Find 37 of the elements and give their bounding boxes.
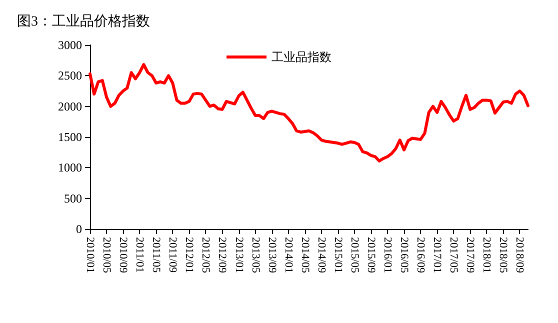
x-tick-label: 2018/01: [480, 237, 493, 274]
x-tick-label: 2013/01: [232, 237, 245, 274]
x-tick-label: 2011/05: [150, 237, 162, 274]
x-tick-label: 2011/09: [166, 237, 179, 274]
x-tick-label: 2010/05: [100, 237, 113, 274]
x-tick-label: 2014/05: [298, 237, 311, 274]
x-tick-label: 2012/01: [183, 237, 196, 274]
x-tick-label: 2012/05: [200, 237, 212, 274]
chart-title: 图3：工业品价格指数: [17, 14, 150, 30]
x-tick-label: 2015/05: [348, 237, 360, 274]
x-tick-label: 2013/05: [249, 237, 262, 274]
x-tick-label: 2012/09: [216, 237, 228, 274]
y-tick-label: 0: [76, 222, 82, 236]
x-tick-label: 2017/05: [448, 237, 460, 274]
x-tick-label: 2017/01: [431, 237, 444, 274]
y-tick-label: 1500: [58, 130, 82, 144]
y-tick-label: 3000: [58, 38, 82, 52]
x-tick-label: 2016/05: [398, 237, 410, 274]
y-tick-label: 500: [64, 191, 82, 206]
x-tick-label: 2014/01: [282, 237, 294, 274]
x-tick-label: 2016/09: [414, 237, 427, 274]
x-tick-label: 2010/09: [117, 237, 130, 274]
line-series: [88, 63, 530, 162]
x-tick-label: 2017/09: [464, 237, 476, 274]
y-tick-label: 2500: [58, 68, 82, 83]
x-tick-label: 2013/09: [266, 237, 278, 274]
x-tick-label: 2015/09: [364, 237, 377, 274]
x-tick-label: 2011/01: [134, 237, 146, 273]
x-tick-label: 2018/09: [514, 237, 526, 274]
x-tick-label: 2015/01: [332, 237, 344, 274]
y-tick-label: 2000: [58, 99, 82, 114]
legend-label: 工业品指数: [272, 50, 332, 64]
x-tick-label: 2016/01: [382, 237, 394, 274]
x-tick-label: 2014/09: [315, 237, 328, 274]
x-tick-label: 2018/05: [497, 237, 510, 274]
x-tick-label: 2010/01: [84, 237, 96, 274]
y-tick-label: 1000: [58, 160, 82, 175]
